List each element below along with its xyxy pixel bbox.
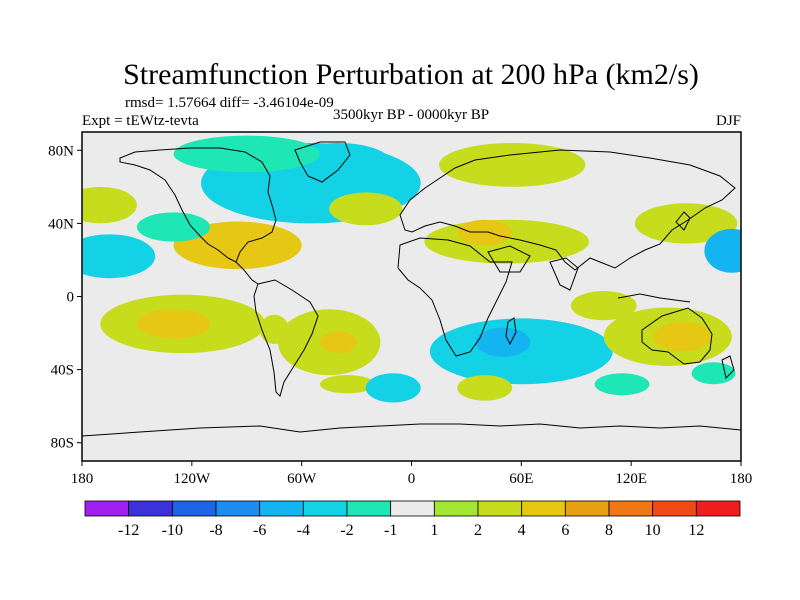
colorbar-label: 1 <box>430 522 438 539</box>
y-tick-label: 0 <box>67 290 75 306</box>
colorbar-label: 8 <box>605 522 613 539</box>
colorbar-swatch <box>564 500 610 517</box>
contour-region <box>570 291 637 321</box>
stats-line: rmsd= 1.57664 diff= -3.46104e-09 <box>125 95 334 111</box>
colorbar-label: 10 <box>645 522 661 539</box>
coastline-south-america <box>253 279 319 397</box>
period-label: 3500kyr BP - 0000kyr BP <box>333 107 489 123</box>
contour-region <box>438 142 586 187</box>
colorbar-label: -6 <box>253 522 266 539</box>
x-tick-label: 60E <box>509 471 533 487</box>
y-tick-label: 40N <box>48 216 74 232</box>
colorbar-swatch <box>477 500 523 517</box>
coastlines <box>82 141 741 437</box>
colorbar-label: -4 <box>297 522 310 539</box>
colorbar-swatch <box>608 500 654 517</box>
contour-region <box>82 234 156 279</box>
colorbar-swatch <box>128 500 173 517</box>
coastline-greenland <box>294 141 351 183</box>
colorbar-swatch <box>215 500 261 517</box>
colorbar-label: 6 <box>561 522 569 539</box>
contour-region <box>704 228 741 273</box>
y-tick-label: 80S <box>51 436 74 452</box>
y-tick-label: 80N <box>48 143 74 159</box>
x-tick-label: 180 <box>71 471 94 487</box>
contour-region <box>634 203 738 244</box>
colorbar-swatch <box>84 500 130 517</box>
colorbar-label: 4 <box>518 522 526 539</box>
coastline-africa <box>397 237 513 357</box>
contour-region <box>82 186 137 224</box>
colorbar-swatch <box>302 500 348 517</box>
coastline-arabia <box>487 245 531 273</box>
contour-region <box>319 375 375 394</box>
y-tick-label: 40S <box>51 363 74 379</box>
coastline-india <box>549 257 579 291</box>
coastline-japan <box>675 211 691 231</box>
x-tick-label: 120E <box>615 471 647 487</box>
colorbar-label: -2 <box>340 522 353 539</box>
coastline-central-america <box>235 261 259 285</box>
season-label: DJF <box>716 113 741 129</box>
colorbar-label: -10 <box>162 522 183 539</box>
x-tick-label: 60W <box>287 471 317 487</box>
colorbar-swatch <box>346 500 392 517</box>
colorbar-label: -8 <box>209 522 222 539</box>
colorbar-swatch <box>171 500 217 517</box>
colorbar-label: -12 <box>118 522 139 539</box>
x-tick-label: 0 <box>408 471 416 487</box>
contour-region <box>594 373 650 396</box>
colorbar-swatch <box>433 500 479 517</box>
coastline-indonesia <box>617 293 691 303</box>
contour-fill-layer <box>82 135 741 403</box>
contour-region <box>475 327 531 357</box>
coastline-australia <box>641 307 713 365</box>
chart-title: Streamfunction Perturbation at 200 hPa (… <box>123 58 699 91</box>
x-tick-label: 180 <box>730 471 753 487</box>
contour-region <box>691 362 736 385</box>
contour-region <box>319 331 357 354</box>
axis-ticks: 180 120W 60W 0 60E 120E 180 80N 40N 0 40S 80S <box>48 143 752 487</box>
colorbar: -12 -10 -8 -6 -4 -2 -1 1 2 4 6 8 10 12 <box>84 500 741 539</box>
contour-region <box>329 192 403 226</box>
coastline-madagascar <box>505 317 517 346</box>
coastline-eurasia <box>399 149 736 271</box>
coastline-north-america <box>119 147 277 263</box>
experiment-label: Expt = tEWtz-tevta <box>82 113 199 129</box>
x-tick-label: 120W <box>173 471 211 487</box>
contour-region <box>365 373 421 403</box>
contour-region <box>136 309 211 339</box>
contour-region <box>136 212 211 242</box>
colorbar-swatch <box>695 500 741 517</box>
colorbar-swatch <box>390 500 435 517</box>
coastline-antarctica <box>82 423 741 437</box>
contour-region <box>173 135 320 173</box>
contour-region <box>457 375 513 401</box>
colorbar-label: -1 <box>384 522 397 539</box>
colorbar-swatch <box>652 500 697 517</box>
colorbar-swatch <box>521 500 566 517</box>
coastline-new-zealand <box>721 355 735 379</box>
colorbar-label: 2 <box>474 522 482 539</box>
contour-region <box>457 219 513 246</box>
contour-region <box>243 230 288 253</box>
colorbar-label: 12 <box>688 522 704 539</box>
contour-region <box>653 322 712 352</box>
colorbar-swatch <box>259 500 304 517</box>
